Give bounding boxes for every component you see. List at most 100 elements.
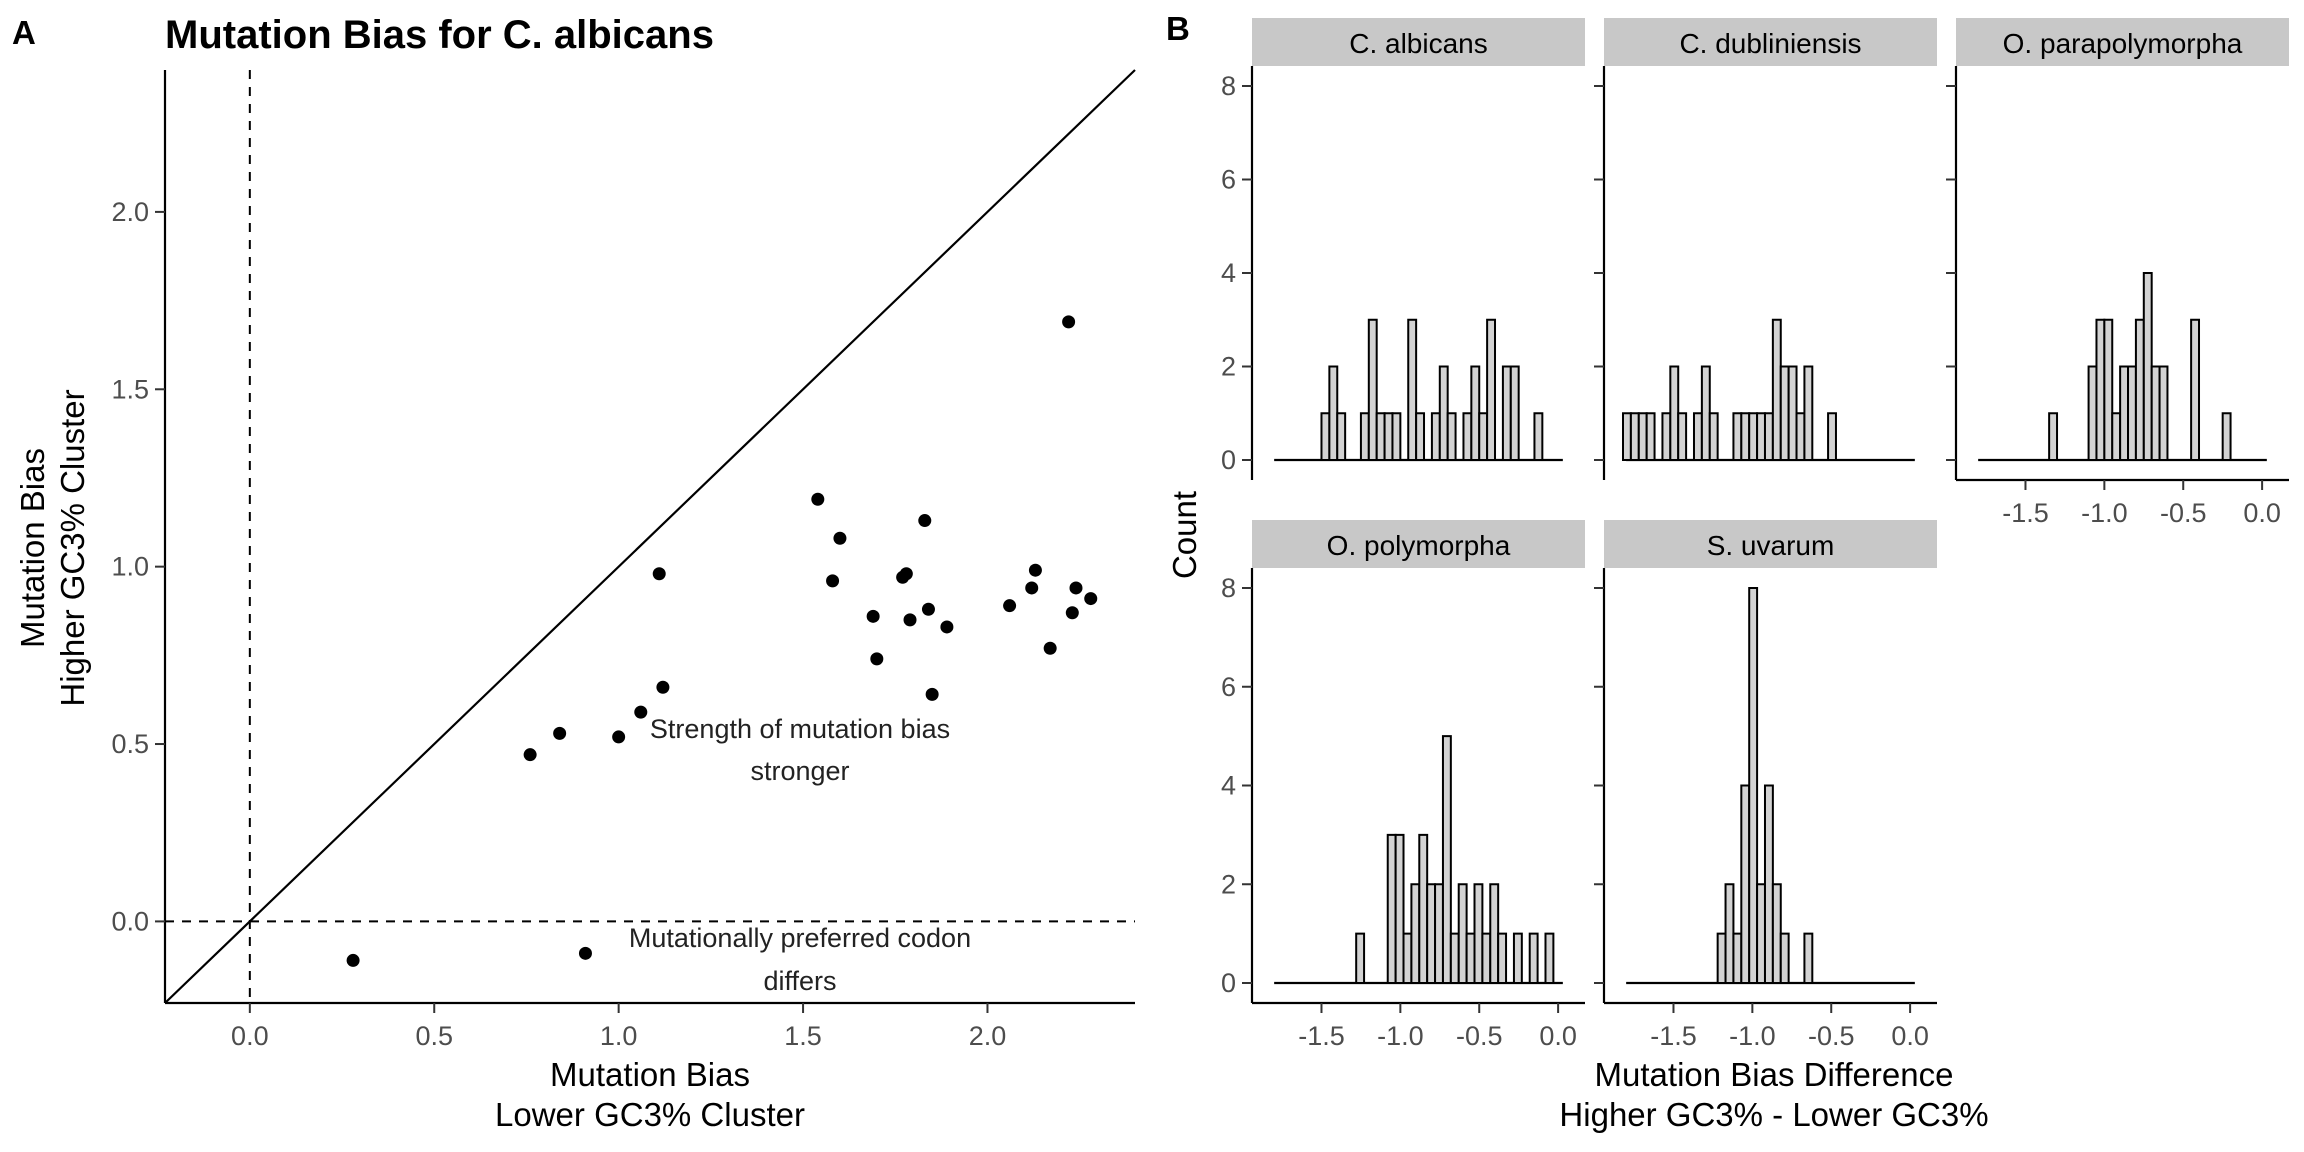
histogram-bar [1740,412,1751,461]
histogram-bar [1367,318,1378,461]
x-tick-label: 1.5 [784,1021,822,1051]
histogram-bar [1386,833,1397,984]
histogram-bar [1355,932,1366,984]
histogram-bar [1512,932,1523,984]
facet-strip [1604,520,1937,568]
histogram-bar [1763,412,1774,461]
y-tick-label: 1.0 [111,552,149,582]
data-point [811,492,825,506]
facet-x-tick-label: -1.5 [1298,1021,1345,1051]
x-tick-label: 1.0 [600,1021,638,1051]
data-point [1069,581,1083,595]
data-point [656,680,670,694]
facet-x-tick-label: -1.0 [2081,498,2128,528]
data-point [903,613,917,627]
histogram-bar [1470,365,1481,461]
facet-c-albicans: C. albicans 0 2 4 6 8 [1221,18,1585,480]
histogram-bar [1441,735,1452,984]
facet-x-tick-label: 0.0 [1539,1021,1577,1051]
histogram-bar [1402,932,1413,984]
facet-y-tick-label: 6 [1221,165,1236,195]
facet-y-tick-label: 8 [1221,71,1236,101]
histogram-bar [2142,272,2153,461]
panel-b-facets: C. albicans 0 2 4 6 8 C. dubliniensis O. parapo… [1221,18,2289,1051]
histogram-bar [1509,365,1520,461]
panel-a-letter: A [12,14,36,51]
panel-a-y-axis-title-line2: Higher GC3% Cluster [54,389,91,706]
histogram-bar [1497,932,1508,984]
data-point [1025,581,1039,595]
facet-x-tick-label: -1.0 [1377,1021,1424,1051]
histogram-bar [2190,318,2201,461]
y-tick-label: 2.0 [111,197,149,227]
histogram-bar [1336,412,1347,461]
histogram-bar [1700,365,1711,461]
histogram-bar [2119,365,2130,461]
histogram-bar [1748,587,1759,984]
histogram-bar [1756,412,1766,461]
facet-x-tick-label: -1.5 [1650,1021,1697,1051]
annotation-bias-stronger-line2: stronger [750,756,849,786]
histogram-bar [2134,318,2145,461]
y-tick-label: 0.0 [111,906,149,936]
histogram-bar [1426,883,1437,984]
histogram-bar [1748,412,1759,461]
histogram-bar [1375,412,1386,461]
data-point [833,531,847,545]
histogram-bar [1394,833,1405,984]
histogram-bar [1473,883,1484,984]
histogram-bar [1669,365,1680,461]
data-point [1084,592,1098,606]
histogram-bar [1438,365,1449,461]
histogram-bar [2158,365,2169,461]
panel-a-x-axis-title-line1: Mutation Bias [550,1056,750,1093]
facet-y-tick-label: 4 [1221,771,1236,801]
histogram-bar [2103,318,2114,461]
histogram-bar [1803,932,1814,984]
data-point [940,620,954,634]
histogram-bar [1528,932,1539,984]
facet-strip-label: O. parapolymorpha [2003,28,2243,59]
histogram-bar [1359,412,1370,461]
histogram-bar [1763,784,1774,984]
panel-a-title: Mutation Bias for C. albicans [165,13,714,57]
histogram-bar [1457,883,1468,984]
histogram-bar [1677,412,1688,461]
facet-strip-label: S. uvarum [1707,530,1835,561]
data-point [866,609,880,623]
data-point [612,730,626,744]
facet-o-parapolymorpha: O. parapolymorpha -1.5 -1.0 -0.5 0.0 [1946,18,2289,528]
panel-b-x-axis-title-line2: Higher GC3% - Lower GC3% [1559,1096,1988,1133]
histogram-bar [1533,412,1544,461]
facet-strip [1956,18,2289,66]
histogram-bar [1486,318,1497,461]
data-point [826,574,840,588]
histogram-bar [1391,412,1402,461]
data-point [578,946,592,960]
facet-strip-label: O. polymorpha [1327,530,1511,561]
facet-x-tick-label: 0.0 [2243,498,2281,528]
facet-y-tick-label: 6 [1221,672,1236,702]
histogram-bar [1629,412,1640,461]
histogram-bar [2087,365,2098,461]
histogram-bar [1446,412,1457,461]
data-point [346,953,360,967]
data-point [1043,641,1057,655]
histogram-bar [1716,932,1727,984]
facet-strip [1604,18,1937,66]
y-tick-label: 0.5 [111,729,149,759]
histogram-bar [1622,412,1632,461]
x-tick-label: 0.5 [415,1021,453,1051]
panel-b-y-axis-title: Count [1166,491,1203,579]
data-point [553,726,567,740]
facet-y-tick-label: 8 [1221,573,1236,603]
histogram-bar [1544,932,1555,984]
facet-x-tick-label: -1.0 [1729,1021,1776,1051]
histogram-bar [1481,932,1492,984]
data-point [1065,606,1079,620]
facet-strip [1252,520,1585,568]
histogram-bar [1637,412,1648,461]
histogram-bar [1383,412,1394,461]
data-point [634,705,648,719]
histogram-bar [2150,365,2161,461]
